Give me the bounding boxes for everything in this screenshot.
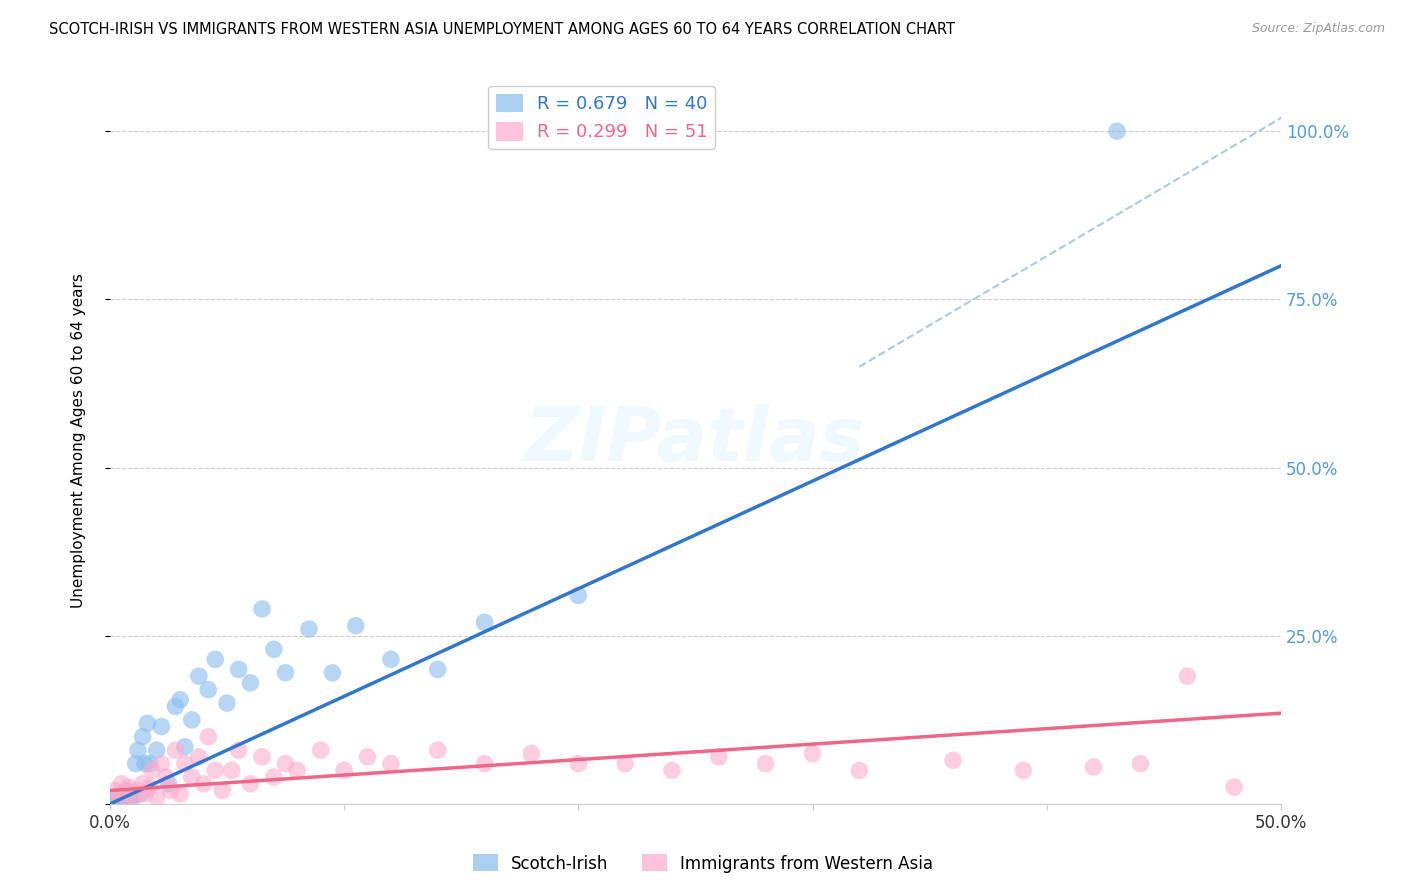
Point: [215, 696, 238, 710]
Point: [127, 783, 149, 797]
Point: [263, 770, 285, 784]
Point: [108, 790, 131, 805]
Text: Source: ZipAtlas.com: Source: ZipAtlas.com: [1251, 22, 1385, 36]
Point: [145, 790, 167, 805]
Point: [228, 743, 250, 757]
Point: [197, 730, 219, 744]
Point: [380, 652, 402, 666]
Point: [1223, 780, 1246, 794]
Point: [274, 756, 297, 771]
Point: [567, 756, 589, 771]
Point: [1083, 760, 1105, 774]
Point: [169, 692, 191, 706]
Point: [165, 743, 187, 757]
Point: [187, 669, 209, 683]
Point: [801, 747, 824, 761]
Point: [274, 665, 297, 680]
Point: [321, 665, 343, 680]
Point: [1105, 124, 1128, 138]
Point: [239, 777, 262, 791]
Point: [115, 787, 138, 801]
Point: [129, 787, 152, 801]
Point: [250, 750, 273, 764]
Point: [159, 783, 181, 797]
Point: [115, 783, 138, 797]
Point: [211, 783, 233, 797]
Point: [1175, 669, 1198, 683]
Point: [127, 743, 149, 757]
Point: [755, 756, 778, 771]
Text: ZIPatlas: ZIPatlas: [526, 404, 866, 477]
Point: [221, 764, 243, 778]
Point: [150, 720, 173, 734]
Point: [138, 756, 160, 771]
Point: [309, 743, 332, 757]
Point: [117, 790, 139, 805]
Point: [165, 699, 187, 714]
Point: [567, 589, 589, 603]
Point: [120, 794, 142, 808]
Point: [285, 764, 308, 778]
Point: [187, 750, 209, 764]
Point: [239, 676, 262, 690]
Point: [661, 764, 683, 778]
Point: [263, 642, 285, 657]
Point: [173, 756, 195, 771]
Point: [250, 602, 273, 616]
Point: [122, 790, 145, 805]
Point: [228, 662, 250, 676]
Point: [117, 780, 139, 794]
Point: [426, 743, 449, 757]
Point: [131, 730, 153, 744]
Point: [333, 764, 356, 778]
Point: [193, 777, 215, 791]
Point: [180, 713, 202, 727]
Point: [141, 764, 163, 778]
Point: [426, 662, 449, 676]
Point: [134, 787, 156, 801]
Point: [112, 790, 135, 805]
Point: [614, 756, 637, 771]
Point: [103, 794, 125, 808]
Point: [380, 756, 402, 771]
Point: [108, 794, 131, 808]
Point: [134, 756, 156, 771]
Point: [122, 787, 145, 801]
Point: [136, 716, 159, 731]
Point: [124, 756, 146, 771]
Point: [474, 615, 496, 630]
Point: [1129, 756, 1152, 771]
Point: [110, 777, 132, 791]
Point: [204, 652, 226, 666]
Point: [474, 756, 496, 771]
Point: [204, 764, 226, 778]
Text: SCOTCH-IRISH VS IMMIGRANTS FROM WESTERN ASIA UNEMPLOYMENT AMONG AGES 60 TO 64 YE: SCOTCH-IRISH VS IMMIGRANTS FROM WESTERN …: [49, 22, 955, 37]
Point: [155, 770, 177, 784]
Legend: R = 0.679   N = 40, R = 0.299   N = 51: R = 0.679 N = 40, R = 0.299 N = 51: [488, 87, 716, 149]
Point: [103, 783, 125, 797]
Point: [105, 790, 128, 805]
Point: [138, 780, 160, 794]
Point: [131, 777, 153, 791]
Point: [298, 622, 321, 636]
Point: [145, 743, 167, 757]
Point: [344, 618, 367, 632]
Point: [197, 682, 219, 697]
Point: [150, 756, 173, 771]
Point: [110, 787, 132, 801]
Point: [173, 739, 195, 754]
Point: [157, 777, 180, 791]
Y-axis label: Unemployment Among Ages 60 to 64 years: Unemployment Among Ages 60 to 64 years: [72, 273, 86, 608]
Point: [848, 764, 870, 778]
Point: [707, 750, 730, 764]
Point: [1012, 764, 1035, 778]
Point: [169, 787, 191, 801]
Point: [180, 770, 202, 784]
Point: [520, 747, 543, 761]
Legend: Scotch-Irish, Immigrants from Western Asia: Scotch-Irish, Immigrants from Western As…: [467, 847, 939, 880]
Point: [942, 753, 965, 767]
Point: [356, 750, 378, 764]
